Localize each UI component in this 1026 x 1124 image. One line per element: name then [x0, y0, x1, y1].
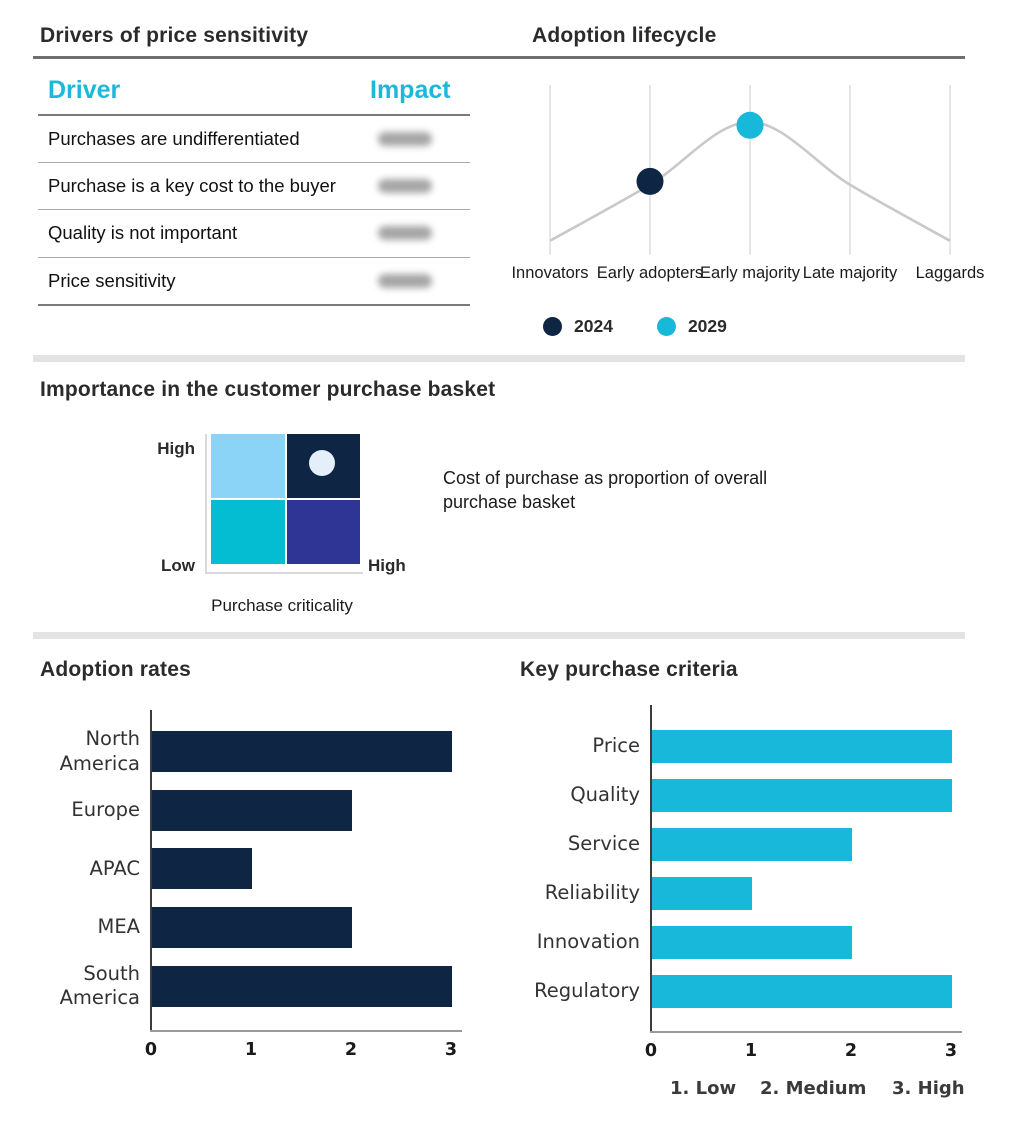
y-axis-line [650, 705, 652, 1031]
legend-dot-icon [543, 317, 562, 336]
adoption-section-title: Adoption rates [40, 658, 191, 681]
legend-dot-icon [656, 317, 676, 336]
bar-europe [152, 789, 352, 831]
purchase-basket-matrix [211, 434, 360, 564]
drivers-table: Driver Impact Purchases are undifferenti… [38, 66, 470, 306]
lifecycle-x-labels: Innovators Early adopters Early majority La… [511, 263, 992, 307]
x-axis-line [150, 1030, 462, 1032]
x-tick-label: 0 [644, 1041, 658, 1061]
section-divider-2 [33, 632, 965, 639]
impact-cell [370, 273, 470, 288]
bar-category-label: North America [59, 727, 140, 775]
bar-south-america [152, 965, 452, 1007]
bar-innovation [652, 926, 852, 959]
bar-reliability [652, 877, 752, 910]
legend-item: 2024 [543, 316, 613, 337]
bar-category-label: Regulatory [534, 979, 640, 1003]
footnote-low: 1. Low [670, 1078, 737, 1099]
driver-column-header: Driver [48, 75, 121, 104]
bar-category-label: Reliability [544, 881, 640, 905]
drivers-table-header: Driver Impact [38, 66, 470, 116]
redacted-value [378, 273, 432, 288]
matrix-quadrant-bottom-right [287, 500, 360, 564]
category-label: Early majority [700, 264, 800, 282]
data-point-2024 [636, 167, 664, 195]
matrix-x-axis-title: Purchase criticality [211, 596, 353, 615]
bar-category-label: South America [59, 961, 140, 1010]
driver-cell: Quality is not important [48, 222, 238, 244]
bar-quality [652, 779, 952, 812]
bar-category-label: Innovation [536, 930, 640, 954]
y-axis-line [150, 710, 152, 1030]
matrix-x-high-label: High [368, 556, 406, 575]
bar-category-label: Price [592, 734, 640, 758]
matrix-quadrant-top-left [211, 434, 285, 498]
legend-item: 2029 [656, 316, 727, 337]
x-axis-line [650, 1031, 962, 1033]
criteria-section-title: Key purchase criteria [520, 658, 738, 681]
x-tick-label: 1 [244, 1040, 258, 1060]
matrix-x-axis [205, 572, 363, 574]
footnote-medium: 2. Medium [760, 1078, 867, 1099]
bar-category-label: APAC [89, 856, 140, 880]
x-tick-label: 3 [944, 1041, 958, 1061]
matrix-y-high-label: High [157, 439, 195, 458]
lifecycle-section-title: Adoption lifecycle [532, 24, 717, 47]
bar-price [652, 730, 952, 763]
impact-cell [370, 179, 470, 194]
table-row: Quality is not important [38, 210, 470, 258]
x-tick-label: 1 [744, 1041, 758, 1061]
lifecycle-legend: 2024 2029 [543, 316, 727, 337]
x-tick-label: 2 [344, 1040, 358, 1060]
table-row: Purchase is a key cost to the buyer [38, 163, 470, 211]
bar-category-label: MEA [97, 915, 141, 939]
driver-cell: Purchase is a key cost to the buyer [48, 175, 336, 197]
drivers-table-rows: Purchases are undifferentiated Purchase i… [38, 116, 470, 306]
driver-cell: Price sensitivity [48, 269, 176, 291]
category-label: Innovators [511, 264, 589, 282]
matrix-y-low-label: Low [161, 556, 195, 575]
x-tick-label: 2 [844, 1041, 858, 1061]
table-row: Purchases are undifferentiated [38, 116, 470, 164]
legend-label: 2029 [687, 316, 727, 336]
matrix-y-axis [205, 434, 207, 574]
x-tick-label: 0 [144, 1040, 158, 1060]
impact-column-header: Impact [370, 75, 451, 104]
impact-cell [370, 226, 470, 241]
top-section-rule [33, 56, 965, 59]
bar-category-label: Europe [71, 798, 140, 821]
legend-label: 2024 [574, 316, 613, 336]
redacted-value [378, 226, 432, 241]
x-tick-label: 3 [444, 1040, 458, 1060]
basket-section-title: Importance in the customer purchase bask… [40, 378, 496, 401]
bar-mea [152, 907, 352, 949]
matrix-position-marker [309, 450, 335, 476]
key-purchase-criteria-chart: Price Quality Service Reliability Innovation… [520, 705, 1000, 1110]
bar-service [652, 828, 852, 861]
adoption-rates-chart: North America Europe APAC MEA South America 0… [40, 705, 480, 1075]
data-point-2029 [736, 111, 764, 139]
basket-annotation: Cost of purchase as proportion of overal… [443, 468, 768, 513]
bar-category-label: Quality [570, 783, 640, 807]
matrix-quadrant-bottom-left [211, 500, 285, 564]
driver-cell: Purchases are undifferentiated [48, 128, 300, 150]
impact-cell [370, 132, 470, 147]
category-label: Laggards [915, 264, 985, 282]
redacted-value [378, 132, 432, 147]
drivers-section-title: Drivers of price sensitivity [40, 24, 309, 47]
bar-apac [152, 848, 252, 890]
footnote-high: 3. High [892, 1078, 965, 1099]
bar-north-america [152, 731, 452, 772]
category-label: Late majority [802, 264, 898, 282]
section-divider-1 [33, 355, 965, 362]
category-label: Early adopters [596, 264, 704, 282]
lifecycle-chart [549, 85, 951, 255]
bar-regulatory [652, 975, 952, 1008]
table-row: Price sensitivity [38, 258, 470, 306]
bar-category-label: Service [567, 832, 640, 856]
redacted-value [378, 179, 432, 194]
